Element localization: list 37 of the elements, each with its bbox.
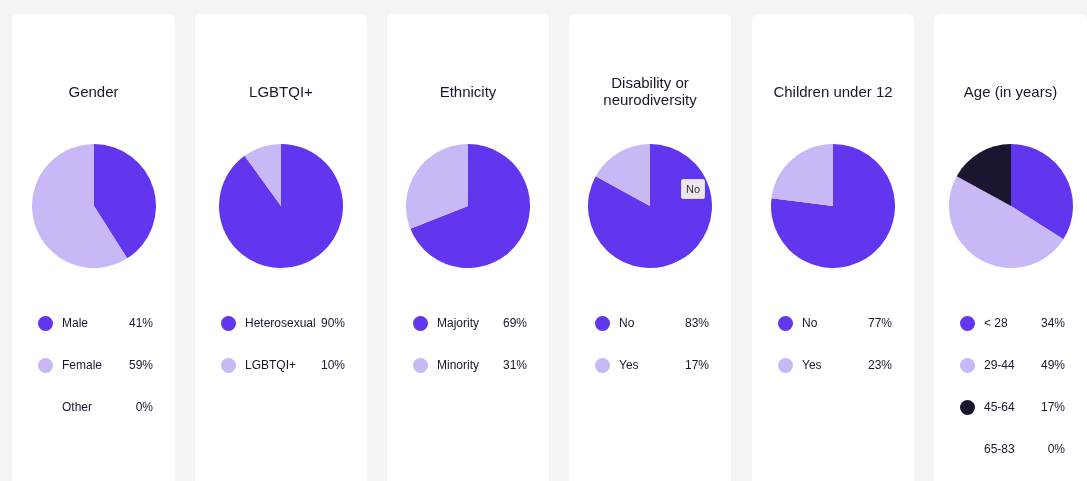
data-label: 17% <box>684 358 709 372</box>
text: No <box>681 179 706 199</box>
data-label: 41% <box>128 316 153 330</box>
legend-label: LGBTQI+ <box>245 358 297 372</box>
data-label: 83% <box>684 316 709 330</box>
data-label: 31% <box>502 358 527 372</box>
category-label: Other <box>62 400 93 414</box>
category-label: 65-83 <box>984 442 1015 456</box>
legend-label: 29-44 <box>984 358 1015 372</box>
legend-label: 45-64 <box>984 400 1015 414</box>
legend-label: Yes <box>802 358 822 372</box>
legend-label: Male <box>62 316 89 330</box>
legend-label: Heterosexual <box>245 316 316 330</box>
data-label: 10% <box>320 358 345 372</box>
legend-label: Yes <box>619 358 639 372</box>
chart-title: LGBTQI+ <box>248 81 314 102</box>
data-label: 49% <box>1040 358 1065 372</box>
legend-label: < 28 <box>984 316 1008 330</box>
data-label: 59% <box>128 358 153 372</box>
chart-title: Age (in years) <box>962 81 1059 102</box>
chart-title: Gender <box>67 81 120 102</box>
chart-title: Disability or neurodiversity <box>602 73 698 110</box>
legend-label: No <box>619 316 635 330</box>
chart-title: Ethnicity <box>438 81 498 102</box>
text: 0% <box>135 400 153 414</box>
data-label: 69% <box>502 316 527 330</box>
legend-label: Minority <box>437 358 480 372</box>
legend-label: Female <box>62 358 103 372</box>
data-label: 17% <box>1040 400 1065 414</box>
data-label: 34% <box>1040 316 1065 330</box>
legend-label: No <box>802 316 818 330</box>
legend-label: Majority <box>437 316 480 330</box>
data-label: 77% <box>867 316 892 330</box>
text: 0% <box>1047 442 1065 456</box>
data-label: 90% <box>320 316 345 330</box>
chart-title: Children under 12 <box>772 81 894 102</box>
data-label: 23% <box>867 358 892 372</box>
